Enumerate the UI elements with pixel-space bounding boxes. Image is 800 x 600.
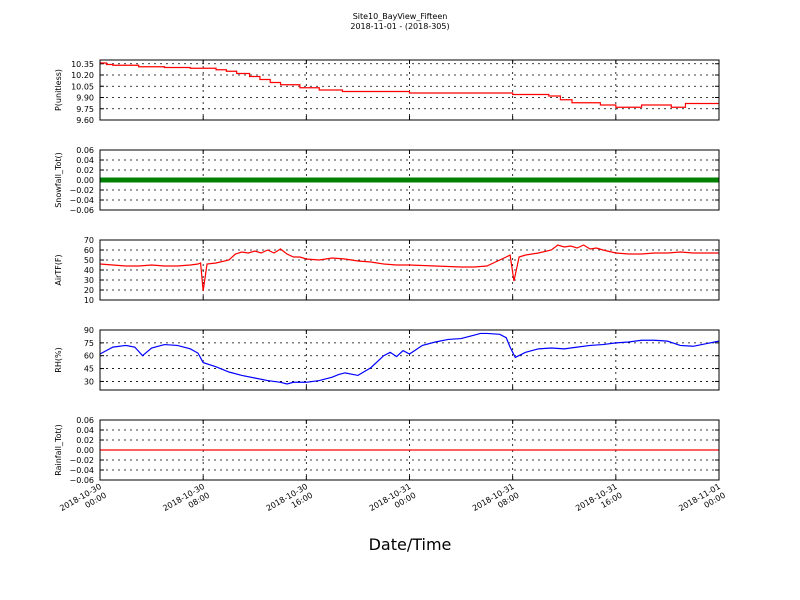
- y-tick-label: 0.06: [76, 146, 94, 155]
- y-tick-label: 0.04: [76, 426, 94, 435]
- y-tick-label: −0.06: [69, 206, 94, 215]
- y-tick-label: 10.05: [71, 82, 94, 91]
- x-axis-label: Date/Time: [369, 535, 452, 554]
- y-tick-label: −0.06: [69, 476, 94, 485]
- y-tick-label: 90: [84, 326, 94, 335]
- y-tick-label: 75: [84, 339, 94, 348]
- x-tick-label: 2018-11-0100:00: [677, 482, 727, 522]
- y-tick-label: 10: [84, 296, 94, 305]
- y-tick-label: 9.60: [76, 116, 94, 125]
- y-tick-label: 45: [84, 365, 94, 374]
- x-tick-label: 2018-10-3016:00: [265, 482, 315, 522]
- axes-frame: [99, 419, 720, 481]
- y-axis-label: Rainfall_Tot(): [54, 424, 63, 476]
- y-tick-label: 60: [84, 246, 94, 255]
- y-tick-label: 10.35: [71, 60, 94, 69]
- y-tick-label: 50: [84, 256, 94, 265]
- series-line-1: [100, 62, 719, 108]
- y-tick-label: 60: [84, 352, 94, 361]
- y-tick-label: 0.04: [76, 156, 94, 165]
- y-axis-label: Snowfall_Tot(): [54, 152, 63, 208]
- y-tick-label: 30: [84, 377, 94, 386]
- y-tick-label: 0.00: [76, 446, 94, 455]
- x-tick-label: 2018-10-3000:00: [58, 482, 108, 522]
- y-tick-label: 9.75: [76, 105, 94, 114]
- y-tick-label: 10.20: [71, 71, 94, 80]
- y-tick-label: −0.04: [69, 466, 94, 475]
- panel-1: 9.60 9.75 9.90 10.05 10.20 10.35 P(unitless): [54, 59, 720, 125]
- panel-2: −0.06−0.04−0.020.000.020.040.06 Snowfall_…: [54, 146, 720, 215]
- panels-group: 9.60 9.75 9.90 10.05 10.20 10.35 P(unitless) −0…: [54, 59, 720, 485]
- axes-frame: [99, 239, 720, 301]
- series-line-3: [99, 244, 719, 292]
- y-tick-label: −0.04: [69, 196, 94, 205]
- y-tick-label: 0.06: [76, 416, 94, 425]
- y-tick-label: 30: [84, 276, 94, 285]
- y-tick-label: 20: [84, 286, 94, 295]
- y-tick-label: −0.02: [69, 456, 94, 465]
- x-tick-label: 2018-10-3116:00: [574, 482, 624, 522]
- axes-frame: [99, 59, 720, 121]
- chart-subtitle: 2018-11-01 - (2018-305): [350, 22, 449, 31]
- series-line-4: [99, 332, 720, 385]
- y-axis-label: RH(%): [54, 347, 63, 372]
- y-tick-label: 0.00: [76, 176, 94, 185]
- y-tick-label: 0.02: [76, 436, 94, 445]
- y-axis-label: P(unitless): [54, 69, 63, 111]
- axes-frame: [99, 329, 720, 391]
- x-tick-label: 2018-10-3100:00: [368, 482, 418, 522]
- panel-4: 30 45 60 75 90 RH(%): [54, 326, 720, 391]
- x-tick-label: 2018-10-3108:00: [471, 482, 521, 522]
- y-tick-label: 9.90: [76, 94, 94, 103]
- y-tick-label: −0.02: [69, 186, 94, 195]
- y-axis-label: AirTF(F): [54, 254, 63, 285]
- chart-title: Site10_BayView_Fifteen: [353, 12, 448, 21]
- y-tick-label: 40: [84, 266, 94, 275]
- y-tick-label: 70: [84, 236, 94, 245]
- axes-frame: [99, 149, 720, 211]
- panel-5: −0.06−0.04−0.020.000.020.040.06 Rainfall_…: [54, 416, 720, 485]
- x-tick-labels: 2018-10-3000:00 2018-10-3008:00 2018-10-30…: [58, 482, 727, 522]
- y-tick-label: 0.02: [76, 166, 94, 175]
- x-tick-label: 2018-10-3008:00: [161, 482, 211, 522]
